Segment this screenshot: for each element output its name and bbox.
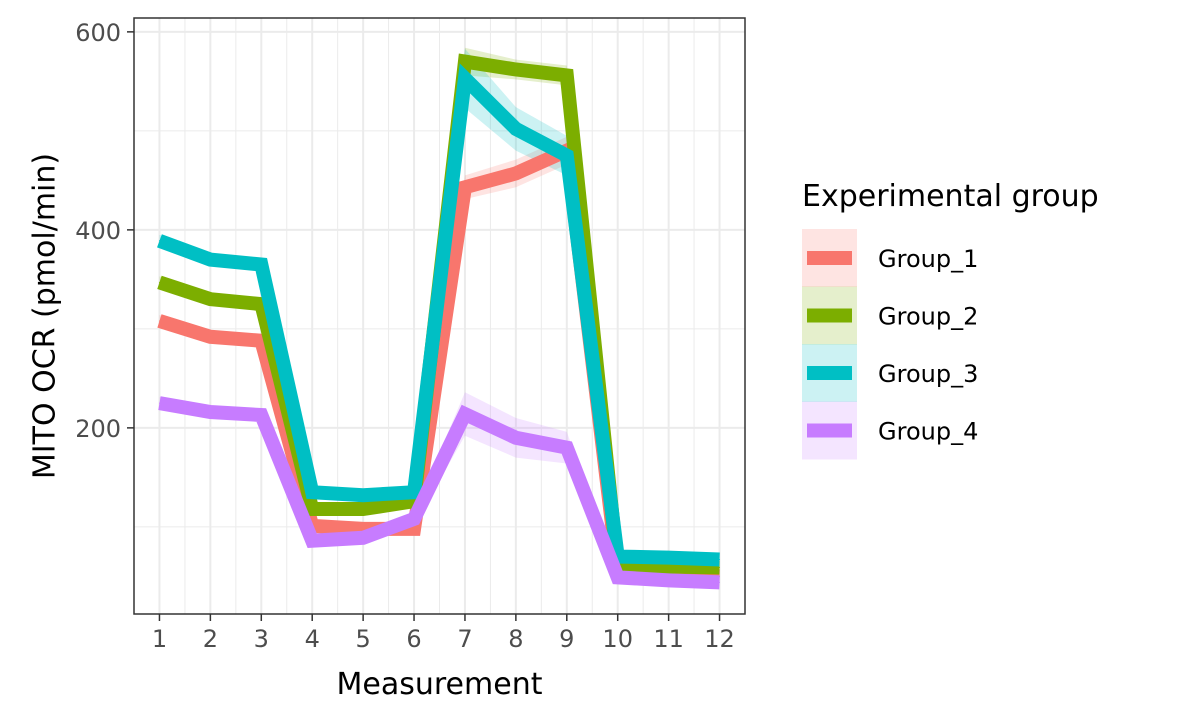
y-tick-label: 400 <box>75 217 121 245</box>
legend-label: Group_3 <box>878 360 978 388</box>
data-point <box>719 581 721 583</box>
data-point <box>362 508 364 510</box>
legend-title: Experimental group <box>802 179 1099 214</box>
x-tick-label: 9 <box>559 625 574 653</box>
legend-label: Group_4 <box>878 418 978 446</box>
data-point <box>413 528 415 530</box>
data-point <box>719 559 721 561</box>
legend-item-group-3: Group_3 <box>802 344 978 402</box>
x-tick-label: 11 <box>653 625 684 653</box>
data-point <box>362 537 364 539</box>
data-point <box>158 240 160 242</box>
data-point <box>515 128 517 130</box>
data-point <box>413 518 415 520</box>
data-point <box>260 340 262 342</box>
data-point <box>464 186 466 188</box>
data-point <box>464 61 466 63</box>
data-point <box>311 540 313 542</box>
x-tick-label: 1 <box>152 625 167 653</box>
data-point <box>719 566 721 568</box>
data-point <box>413 491 415 493</box>
series-line-group-4 <box>158 396 720 590</box>
data-point <box>617 576 619 578</box>
legend-label: Group_1 <box>878 245 978 273</box>
data-point <box>515 68 517 70</box>
data-point <box>260 414 262 416</box>
grid <box>134 18 745 614</box>
data-point <box>566 74 568 76</box>
y-axis-title: MITO OCR (pmol/min) <box>28 153 63 479</box>
series-lines <box>157 53 721 590</box>
data-point <box>668 579 670 581</box>
data-point <box>362 528 364 530</box>
data-point <box>209 336 211 338</box>
legend-item-group-2: Group_2 <box>802 286 978 345</box>
legend-item-group-1: Group_1 <box>802 229 978 287</box>
series-points-group-4 <box>158 402 721 583</box>
legend-item-group-4: Group_4 <box>802 401 978 460</box>
y-tick-label: 200 <box>75 415 121 443</box>
data-point <box>464 413 466 415</box>
data-point <box>464 77 466 79</box>
panel-border <box>133 17 746 615</box>
data-point <box>209 411 211 413</box>
x-tick-label: 5 <box>355 625 370 653</box>
data-point <box>413 500 415 502</box>
x-tick-label: 2 <box>203 625 218 653</box>
data-point <box>209 259 211 261</box>
x-tick-label: 10 <box>602 625 633 653</box>
data-point <box>515 172 517 174</box>
x-axis-title: Measurement <box>337 667 543 702</box>
data-point <box>362 494 364 496</box>
x-tick-label: 12 <box>704 625 735 653</box>
data-point <box>209 298 211 300</box>
x-tick-label: 7 <box>457 625 472 653</box>
data-point <box>311 491 313 493</box>
x-tick-label: 6 <box>406 625 421 653</box>
data-point <box>260 303 262 305</box>
data-point <box>617 556 619 558</box>
legend-label: Group_2 <box>878 303 978 331</box>
y-tick-label: 600 <box>75 19 121 47</box>
data-point <box>515 437 517 439</box>
data-point <box>311 508 313 510</box>
x-tick-label: 3 <box>254 625 269 653</box>
data-point <box>566 447 568 449</box>
x-tick-label: 4 <box>305 625 320 653</box>
series-points-group-3 <box>158 77 721 561</box>
data-point <box>260 264 262 266</box>
data-point <box>158 320 160 322</box>
data-point <box>566 155 568 157</box>
data-point <box>668 565 670 567</box>
series-line-group-3 <box>157 63 720 567</box>
data-point <box>158 402 160 404</box>
x-tick-label: 8 <box>508 625 523 653</box>
legend: Experimental group Group_1 Group_2 Group_3… <box>802 179 1099 460</box>
data-point <box>158 281 160 283</box>
data-point <box>668 557 670 559</box>
